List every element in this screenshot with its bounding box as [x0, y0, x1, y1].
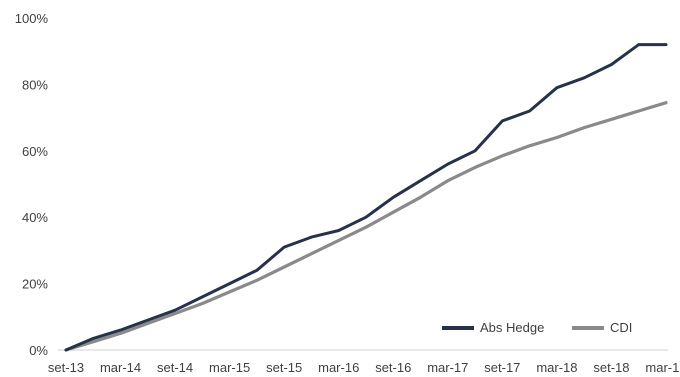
legend: Abs Hedge CDI	[442, 320, 632, 335]
x-tick-label: set-18	[593, 360, 629, 375]
x-tick-label: set-13	[48, 360, 84, 375]
x-tick-label: set-15	[266, 360, 302, 375]
series-line-abs-hedge	[64, 43, 668, 352]
x-tick-label: mar-19	[645, 360, 680, 375]
series-layer	[64, 43, 668, 352]
series-line-cdi	[64, 101, 668, 352]
y-tick-label: 40%	[22, 210, 48, 225]
y-tick-label: 80%	[22, 77, 48, 92]
x-tick-label: mar-17	[427, 360, 468, 375]
y-axis: 0% 20% 40% 60% 80% 100%	[15, 11, 49, 358]
x-tick-label: set-14	[157, 360, 193, 375]
x-axis: set-13 mar-14 set-14 mar-15 set-15 mar-16 set-…	[48, 360, 680, 375]
y-tick-label: 60%	[22, 144, 48, 159]
legend-label-cdi: CDI	[610, 320, 632, 335]
x-tick-label: mar-14	[100, 360, 141, 375]
y-tick-label: 20%	[22, 277, 48, 292]
y-tick-label: 100%	[15, 11, 49, 26]
x-tick-label: set-16	[375, 360, 411, 375]
x-tick-label: mar-18	[536, 360, 577, 375]
x-tick-label: set-17	[484, 360, 520, 375]
legend-label-abs-hedge: Abs Hedge	[480, 320, 544, 335]
y-tick-label: 0%	[29, 343, 48, 358]
x-tick-label: mar-15	[209, 360, 250, 375]
x-tick-label: mar-16	[318, 360, 359, 375]
